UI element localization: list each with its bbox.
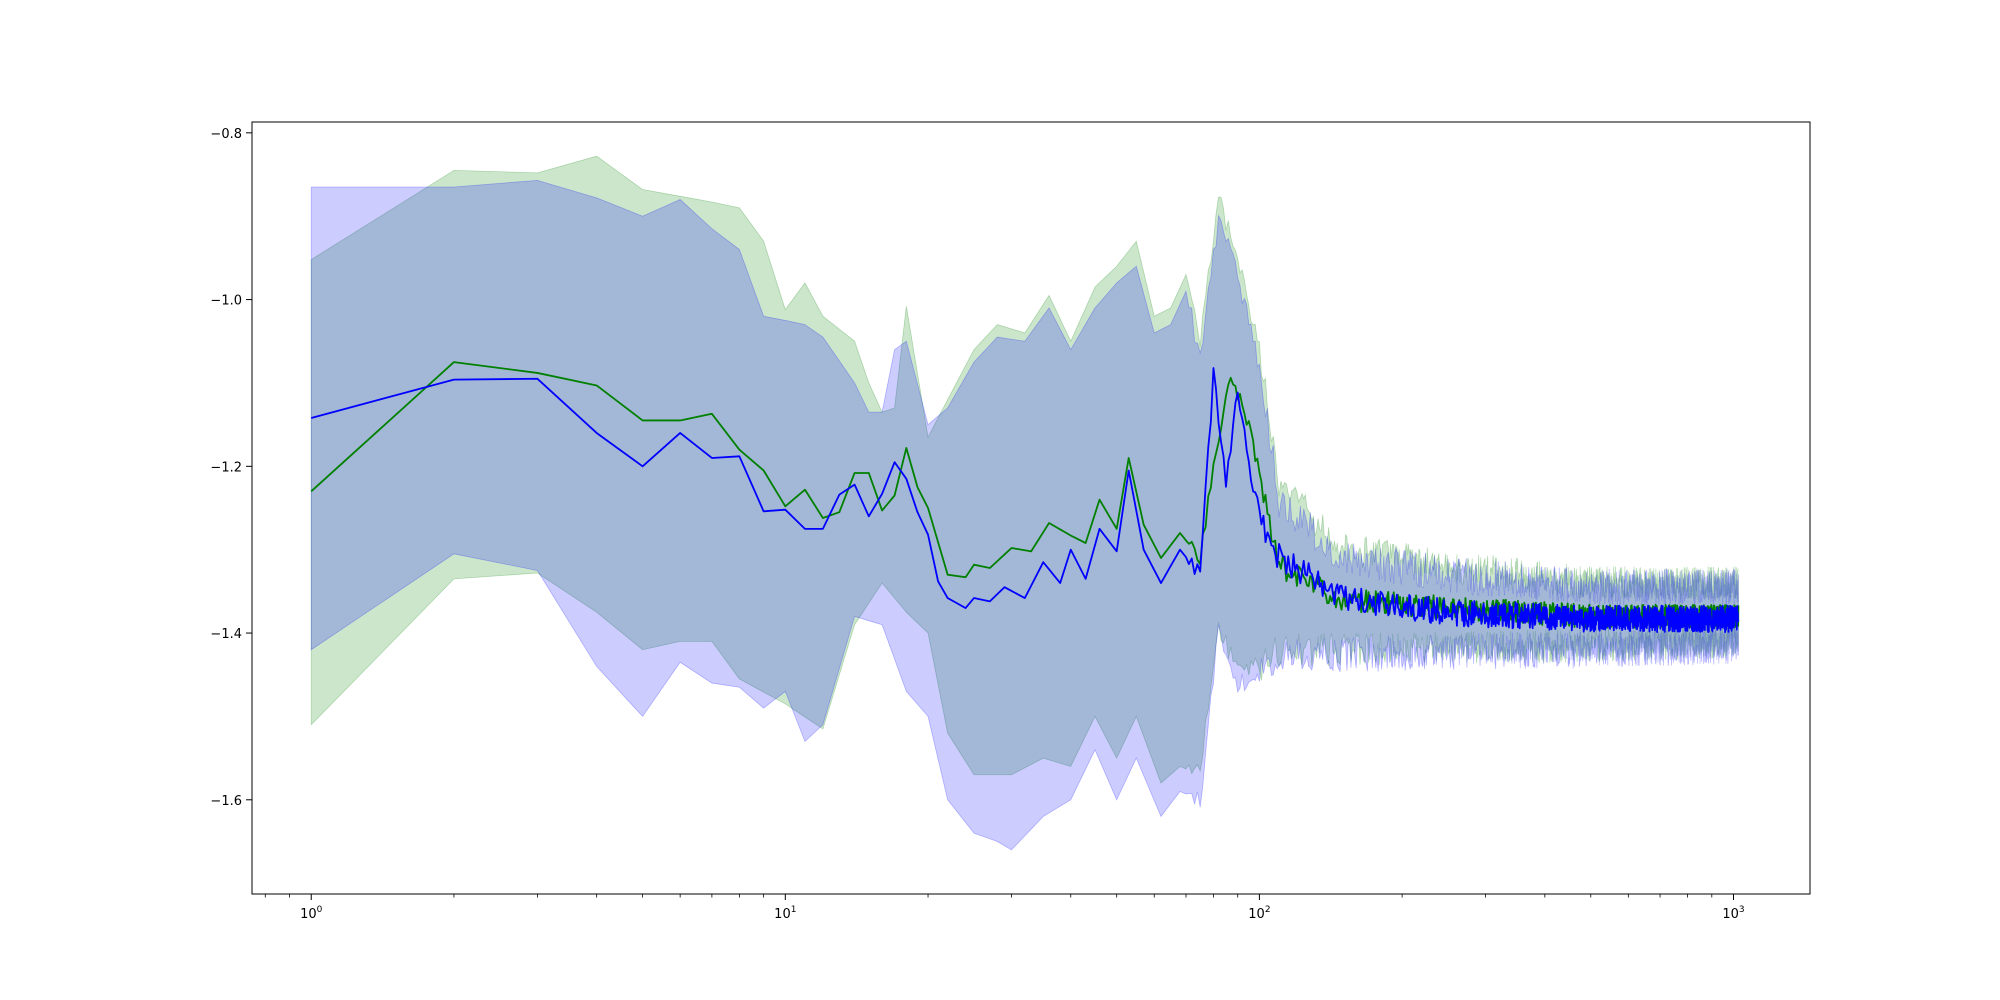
y-tick-label: −1.6 bbox=[210, 794, 242, 809]
confidence-band-1 bbox=[310, 155, 1739, 784]
y-tick-label: −1.0 bbox=[210, 294, 242, 309]
x-tick-base: 10 bbox=[1248, 907, 1265, 922]
plot-frame bbox=[251, 121, 1811, 895]
x-tick-label: 102 bbox=[1248, 905, 1270, 922]
x-tick-label: 101 bbox=[774, 905, 796, 922]
x-tick-label: 100 bbox=[300, 905, 323, 922]
mean-lines bbox=[310, 361, 1740, 633]
y-tick-label: −0.8 bbox=[210, 127, 242, 142]
y-tick-label: −1.2 bbox=[210, 460, 242, 475]
x-tick-label: 103 bbox=[1722, 905, 1744, 922]
confidence-band-2 bbox=[310, 179, 1739, 851]
y-tick-label: −1.4 bbox=[210, 627, 242, 642]
x-axis: 100 101 102 103 bbox=[264, 894, 1745, 922]
confidence-bands bbox=[310, 155, 1739, 851]
x-tick-exponent: 1 bbox=[791, 905, 797, 915]
x-tick-base: 10 bbox=[1722, 907, 1739, 922]
x-tick-exponent: 0 bbox=[317, 905, 323, 915]
y-axis: −0.8 −1.0 −1.2 −1.4 −1.6 bbox=[210, 127, 252, 809]
x-tick-base: 10 bbox=[300, 907, 317, 922]
series-line-2 bbox=[310, 367, 1740, 633]
x-tick-exponent: 2 bbox=[1265, 905, 1271, 915]
x-tick-base: 10 bbox=[774, 907, 791, 922]
x-tick-exponent: 3 bbox=[1739, 905, 1745, 915]
